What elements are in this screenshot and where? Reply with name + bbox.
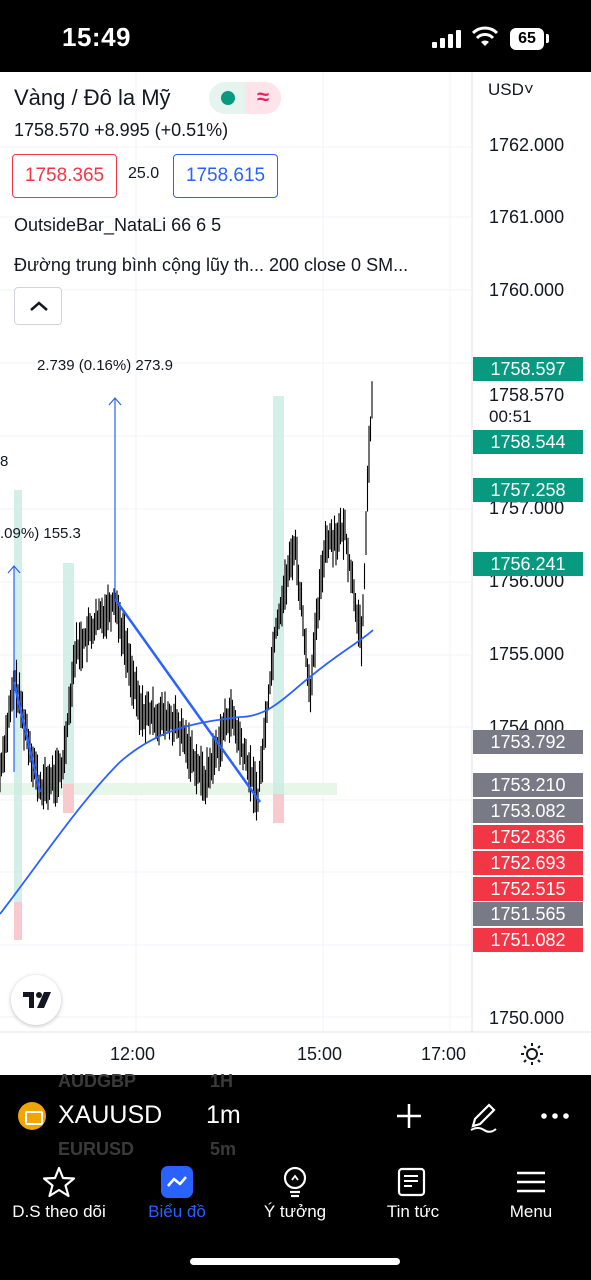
symbol-toolbar: AUDGBP 1H EURUSD 5m XAUUSD 1m (0, 1071, 591, 1159)
market-status-pill[interactable]: ≈ (209, 82, 281, 114)
time-axis-label: 12:00 (110, 1044, 156, 1064)
symbol-selector[interactable]: XAUUSD (58, 1101, 163, 1129)
chart-icon (161, 1166, 193, 1198)
sun-icon[interactable] (520, 1042, 544, 1066)
chevron-up-icon (30, 301, 48, 311)
price-tag: 1752.693 (473, 851, 583, 875)
measure-arrow-head (108, 397, 122, 406)
lightbulb-icon (283, 1166, 307, 1198)
measure-label: 2.739 (0.16%) 273.9 (37, 357, 173, 374)
price-tag: 1758.544 (473, 430, 583, 454)
collapse-legend-button[interactable] (14, 287, 62, 325)
gold-coin-icon (18, 1102, 46, 1130)
status-time: 15:49 (62, 22, 131, 52)
ghost-symbol: EURUSD (58, 1139, 135, 1159)
battery-icon: 65 (510, 28, 544, 50)
nav-news[interactable]: Tin tức (354, 1155, 472, 1245)
price-tag: 1752.515 (473, 877, 583, 901)
time-axis-label: 15:00 (297, 1044, 343, 1064)
trend-line (113, 598, 262, 803)
star-icon (42, 1166, 76, 1198)
chart-area[interactable]: Vàng / Đô la Mỹ ≈ 1758.570 +8.995 (+0.51… (0, 72, 591, 1075)
time-axis-label: 17:00 (421, 1044, 467, 1064)
ghost-symbol: AUDGBP (58, 1071, 137, 1091)
price-axis-label: 1750.000 (489, 1008, 565, 1028)
price-axis-label: 1757.000 (489, 498, 565, 518)
indicator-moving-average[interactable]: Đường trung bình cộng lũy th... 200 clos… (14, 255, 409, 275)
status-bar: 15:49 65 (0, 0, 591, 72)
ghost-interval: 5m (210, 1139, 237, 1159)
price-tag: 1753.792 (473, 730, 583, 754)
price-tag: 1753.082 (473, 799, 583, 823)
home-indicator (190, 1258, 400, 1265)
moving-average-line (0, 629, 374, 915)
bar-countdown: 00:51 (489, 407, 532, 426)
zone-column (273, 794, 284, 823)
delayed-data-icon: ≈ (245, 82, 281, 114)
currency-selector[interactable]: USD˅ (488, 80, 534, 100)
symbol-title[interactable]: Vàng / Đô la Mỹ (14, 85, 171, 110)
more-icon[interactable] (538, 1099, 572, 1133)
battery-tip (546, 34, 549, 43)
last-price: 1758.570 (489, 385, 565, 405)
plus-icon[interactable] (392, 1099, 426, 1133)
nav-ideas[interactable]: Ý tưởng (236, 1155, 354, 1245)
nav-label: D.S theo dõi (12, 1202, 106, 1221)
nav-label: Biểu đồ (148, 1202, 206, 1221)
trend-line (12, 681, 42, 793)
measure-label: .09%) 155.3 (0, 525, 81, 542)
tradingview-logo[interactable] (11, 975, 61, 1025)
nav-label: Menu (509, 1202, 553, 1221)
price-tag: 1756.241 (473, 552, 583, 576)
zone-column (273, 396, 284, 794)
nav-chart[interactable]: Biểu đồ (118, 1155, 236, 1245)
price-axis-label: 1761.000 (489, 207, 565, 227)
nav-label: Tin tức (386, 1202, 440, 1221)
nav-label: Ý tưởng (263, 1202, 327, 1221)
indicator-outsidebar[interactable]: OutsideBar_NataLi 66 6 5 (14, 215, 222, 235)
interval-selector[interactable]: 1m (206, 1101, 241, 1129)
market-open-dot (221, 91, 235, 105)
price-axis-label: 1756.000 (489, 571, 565, 591)
zone-column (14, 902, 22, 940)
price-tag: 1751.082 (473, 928, 583, 952)
price-tag: 1753.210 (473, 773, 583, 797)
chevron-down-icon: ˅ (523, 80, 534, 99)
nav-menu[interactable]: Menu (472, 1155, 590, 1245)
candles (0, 381, 373, 821)
price-axis-label: 1760.000 (489, 280, 565, 300)
price-tag: 1752.836 (473, 825, 583, 849)
price-tag: 1751.565 (473, 902, 583, 926)
pencil-icon[interactable] (466, 1099, 500, 1133)
menu-icon (517, 1171, 545, 1193)
signal-icon (432, 30, 462, 48)
price-tag: 1758.597 (473, 357, 583, 381)
news-icon (397, 1167, 426, 1197)
sell-button[interactable]: 1758.365 (12, 154, 117, 198)
currency-label: USD (488, 80, 524, 99)
price-tag: 1757.258 (473, 478, 583, 502)
measure-arrow-head (7, 565, 21, 574)
price-chart[interactable] (0, 72, 591, 1075)
spread-value: 25.0 (128, 165, 160, 182)
ghost-interval: 1H (210, 1071, 234, 1091)
wifi-icon (472, 26, 498, 46)
price-axis-label: 1762.000 (489, 135, 565, 155)
buy-button[interactable]: 1758.615 (173, 154, 278, 198)
tradingview-logo-icon (23, 992, 51, 1008)
nav-watchlist[interactable]: D.S theo dõi (0, 1155, 118, 1245)
zone-column (14, 490, 22, 940)
zone-column (63, 784, 74, 813)
measure-label: 8 (0, 453, 9, 470)
price-change: 1758.570 +8.995 (+0.51%) (14, 120, 229, 140)
price-axis-label: 1755.000 (489, 644, 565, 664)
